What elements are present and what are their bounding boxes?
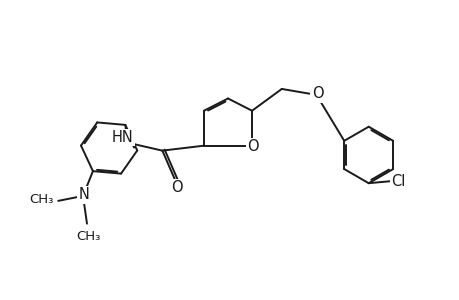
Text: CH₃: CH₃ — [29, 194, 53, 206]
Text: HN: HN — [112, 130, 133, 145]
Text: Cl: Cl — [391, 174, 405, 189]
Text: CH₃: CH₃ — [76, 230, 100, 243]
Text: O: O — [311, 86, 323, 101]
Text: O: O — [246, 139, 258, 154]
Text: N: N — [78, 188, 89, 202]
Text: O: O — [171, 180, 183, 195]
